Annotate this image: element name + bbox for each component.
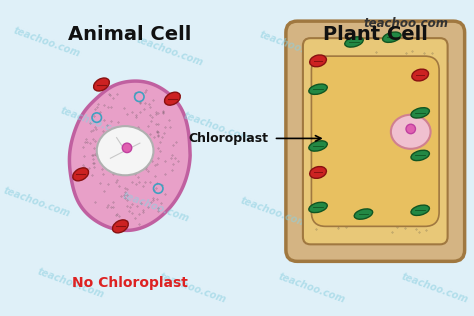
Text: Animal Cell: Animal Cell (68, 25, 191, 44)
Ellipse shape (309, 141, 327, 151)
Circle shape (122, 143, 132, 153)
Circle shape (406, 124, 415, 134)
Ellipse shape (309, 84, 327, 94)
Text: teachoo.com: teachoo.com (400, 271, 469, 305)
Text: teachoo.com: teachoo.com (158, 271, 228, 305)
Text: teachoo.com: teachoo.com (2, 186, 72, 220)
Text: teachoo.com: teachoo.com (239, 195, 309, 229)
Text: teachoo.com: teachoo.com (277, 271, 346, 305)
Text: teachoo.com: teachoo.com (381, 35, 450, 68)
Ellipse shape (411, 205, 429, 216)
Text: teachoo.com: teachoo.com (36, 266, 105, 300)
Ellipse shape (112, 220, 128, 233)
Ellipse shape (391, 115, 430, 149)
Ellipse shape (411, 108, 429, 118)
Text: teachoo.com: teachoo.com (305, 115, 374, 149)
Ellipse shape (310, 167, 327, 178)
FancyBboxPatch shape (303, 38, 447, 244)
FancyBboxPatch shape (286, 21, 465, 261)
FancyBboxPatch shape (311, 56, 439, 226)
Ellipse shape (309, 202, 327, 213)
Ellipse shape (73, 168, 89, 181)
Ellipse shape (310, 55, 327, 67)
Ellipse shape (412, 69, 428, 81)
Polygon shape (69, 81, 190, 230)
Text: teachoo.com: teachoo.com (59, 106, 129, 139)
Ellipse shape (383, 32, 401, 42)
Text: teachoo.com: teachoo.com (12, 25, 82, 59)
Ellipse shape (97, 126, 154, 175)
Text: teachoo.com: teachoo.com (120, 191, 190, 224)
Ellipse shape (93, 78, 109, 91)
Text: teachoo.com: teachoo.com (182, 110, 252, 144)
Text: No Chloroplast: No Chloroplast (72, 276, 188, 290)
Text: teachoo.com: teachoo.com (357, 195, 427, 229)
Text: teachoo.com: teachoo.com (258, 30, 328, 64)
Ellipse shape (164, 92, 180, 105)
Text: Plant Cell: Plant Cell (323, 25, 428, 44)
Text: teachoo.com: teachoo.com (135, 35, 204, 68)
Text: Chloroplast: Chloroplast (189, 132, 269, 145)
Ellipse shape (354, 209, 373, 219)
Ellipse shape (345, 37, 363, 47)
Text: teachoo.com: teachoo.com (364, 17, 448, 30)
Ellipse shape (411, 150, 429, 161)
